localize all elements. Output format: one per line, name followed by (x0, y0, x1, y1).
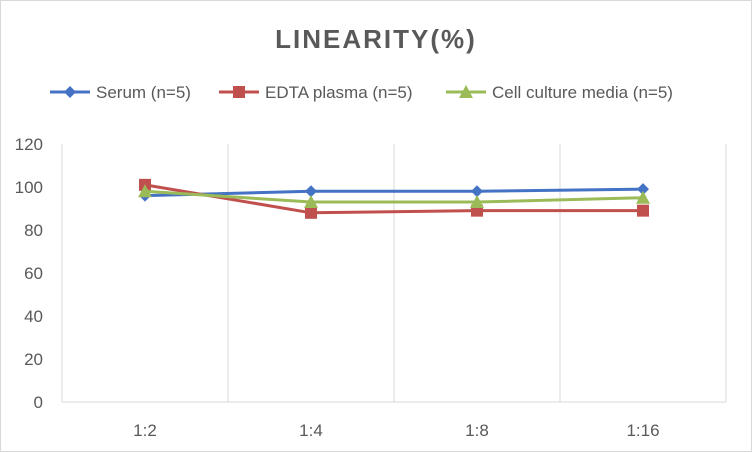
data-point-marker (305, 206, 317, 219)
x-tick-label: 1:4 (299, 421, 323, 440)
y-tick-label: 20 (24, 350, 43, 369)
y-tick-label: 0 (34, 393, 43, 412)
data-point-marker (470, 195, 484, 209)
y-tick-label: 60 (24, 264, 43, 283)
y-tick-label: 40 (24, 307, 43, 326)
legend-marker-shape (64, 86, 76, 98)
chart-title: LINEARITY(%) (275, 24, 477, 54)
legend-label-serum: Serum (n=5) (96, 83, 191, 102)
legend-marker-shape (233, 86, 245, 98)
legend-marker-shape (459, 85, 473, 98)
plot-area: 0 20 40 60 80 100 120 1:2 1:4 1:8 1:16 (15, 135, 727, 440)
data-point-marker (138, 184, 152, 198)
legend-label-edta-plasma: EDTA plasma (n=5) (265, 83, 413, 102)
data-point-marker (471, 185, 483, 198)
data-point-marker (304, 195, 318, 209)
legend-marker (459, 85, 473, 98)
y-tick-label: 80 (24, 221, 43, 240)
legend: Serum (n=5) EDTA plasma (n=5) Cell cultu… (50, 83, 673, 102)
x-tick-label: 1:16 (626, 421, 659, 440)
y-tick-label: 100 (15, 178, 43, 197)
data-point-marker (305, 185, 317, 198)
series-line-3 (144, 189, 644, 204)
legend-item-edta-plasma: EDTA plasma (n=5) (219, 83, 413, 102)
y-tick-label: 120 (15, 135, 43, 154)
legend-marker (233, 86, 245, 98)
legend-marker (64, 86, 76, 98)
data-point-marker (637, 204, 649, 217)
data-point-marker (637, 183, 649, 196)
x-tick-label: 1:2 (133, 421, 157, 440)
legend-item-cell-culture-media: Cell culture media (n=5) (446, 83, 673, 102)
legend-label-cell-culture-media: Cell culture media (n=5) (492, 83, 673, 102)
x-tick-label: 1:8 (465, 421, 489, 440)
data-point-marker (636, 190, 650, 204)
series-line-1 (144, 187, 644, 198)
legend-item-serum: Serum (n=5) (50, 83, 191, 102)
series-line-2 (144, 183, 643, 215)
